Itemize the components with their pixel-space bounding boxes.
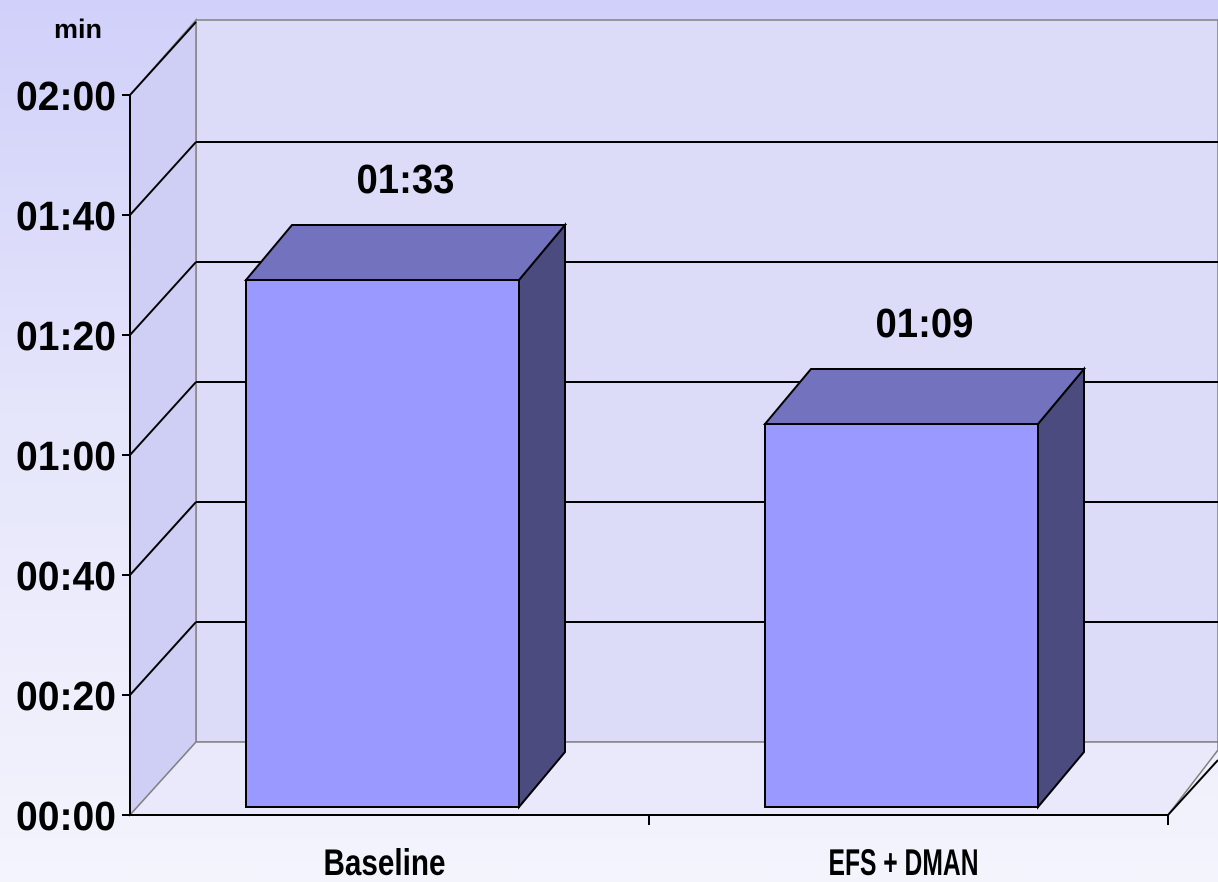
bar-top (243, 224, 568, 281)
y-tick-label: 02:00 (16, 73, 116, 119)
gridline-diagonal (129, 381, 197, 456)
gridline-diagonal (129, 261, 197, 336)
gridline-diagonal (129, 501, 197, 576)
gridline-diagonal (129, 141, 197, 216)
bars: 01:33 01:09 (243, 156, 1087, 810)
x-axis: Baseline EFS + DMAN (130, 759, 1218, 882)
y-tick-label: 00:00 (16, 793, 116, 839)
bar-side (1037, 366, 1085, 810)
y-tick-label: 01:00 (16, 433, 116, 479)
bar-front (245, 279, 520, 808)
y-tick-label: 00:20 (16, 673, 116, 719)
bar-side (518, 222, 566, 810)
y-tick-label: 01:40 (16, 193, 116, 239)
y-unit-label: min (54, 14, 102, 44)
y-axis: 00:00 00:20 00:40 01:00 01:20 01:40 02:00 (16, 73, 131, 839)
floor-edge (1167, 759, 1218, 816)
bar (243, 222, 568, 810)
gridline-diagonal (129, 621, 197, 696)
data-label: 01:09 (876, 300, 974, 346)
gridline-diagonal (129, 21, 197, 96)
category-label: EFS + DMAN (829, 842, 979, 882)
y-tick-label: 01:20 (16, 313, 116, 359)
category-label: Baseline (324, 842, 446, 882)
data-label: 01:33 (357, 156, 455, 202)
bar-front (764, 423, 1039, 808)
bar-top (762, 368, 1087, 425)
y-tick-label: 00:40 (16, 553, 116, 599)
bar (762, 366, 1087, 810)
